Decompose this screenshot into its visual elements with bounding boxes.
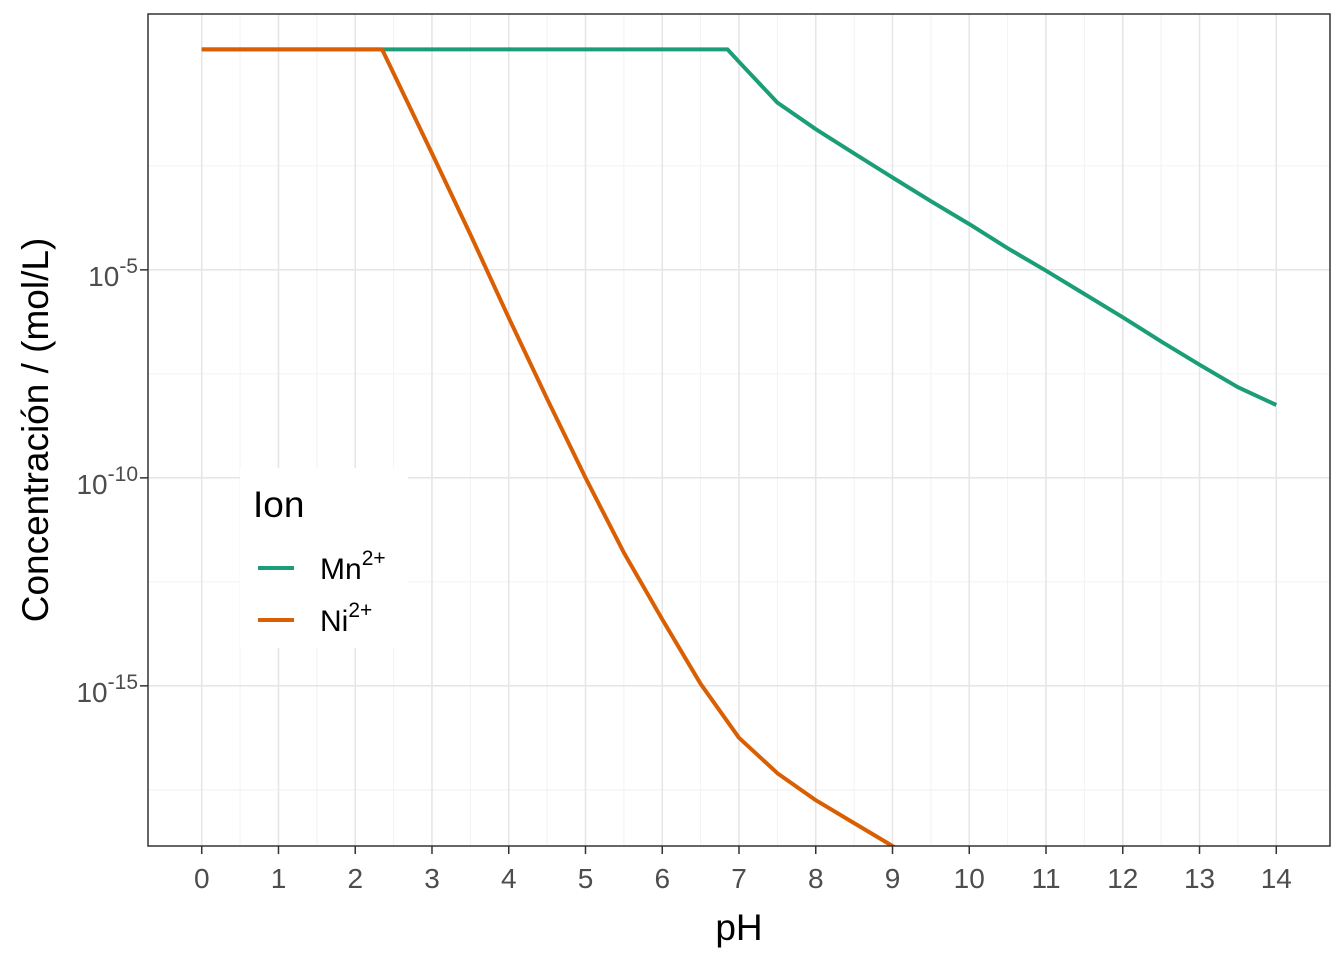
y-tick-label: 10-15 bbox=[76, 671, 138, 708]
series-line-ni bbox=[201, 47, 897, 846]
x-tick-label: 8 bbox=[808, 863, 824, 894]
x-tick-label: 12 bbox=[1107, 863, 1138, 894]
x-tick-label: 4 bbox=[501, 863, 517, 894]
legend-entries: Mn2+ Ni2+ bbox=[258, 547, 386, 638]
y-axis-title: Concentración / (mol/L) bbox=[15, 238, 56, 623]
x-tick-label: 3 bbox=[424, 863, 440, 894]
legend-title: Ion bbox=[253, 484, 304, 525]
x-tick-label: 7 bbox=[731, 863, 747, 894]
series-line-mn bbox=[201, 47, 1278, 407]
x-tick-label: 14 bbox=[1261, 863, 1292, 894]
legend: Ion Mn2+ Ni2+ bbox=[240, 468, 408, 648]
x-tick-label: 0 bbox=[194, 863, 210, 894]
x-tick-label: 11 bbox=[1031, 863, 1060, 894]
y-axis: 10-5 10-10 10-15 bbox=[76, 255, 148, 708]
x-tick-label: 13 bbox=[1184, 863, 1215, 894]
legend-label-ni: Ni2+ bbox=[320, 599, 372, 638]
x-tick-label: 10 bbox=[954, 863, 985, 894]
y-tick-label: 10-10 bbox=[76, 463, 138, 500]
y-tick-label: 10-5 bbox=[88, 255, 138, 292]
x-tick-label: 1 bbox=[271, 863, 287, 894]
series-layer bbox=[201, 47, 1278, 846]
x-tick-label: 5 bbox=[578, 863, 594, 894]
legend-label-mn: Mn2+ bbox=[320, 547, 386, 586]
x-axis: 0 1 2 3 4 5 6 7 8 9 10 11 12 13 14 bbox=[194, 846, 1292, 894]
x-tick-label: 6 bbox=[654, 863, 670, 894]
grid-major bbox=[148, 14, 1330, 846]
x-axis-title: pH bbox=[715, 907, 762, 948]
x-tick-label: 2 bbox=[347, 863, 363, 894]
x-tick-label: 9 bbox=[885, 863, 901, 894]
